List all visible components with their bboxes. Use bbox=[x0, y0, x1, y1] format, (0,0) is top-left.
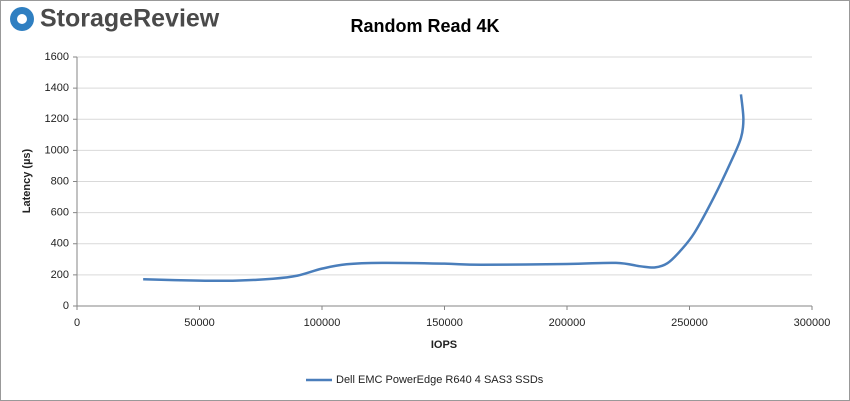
y-axis-label: Latency (µs) bbox=[21, 148, 33, 213]
y-tick-label: 1000 bbox=[45, 144, 69, 156]
x-tick-label: 300000 bbox=[794, 317, 831, 329]
y-tick-label: 1600 bbox=[45, 51, 69, 63]
logo-icon bbox=[10, 7, 34, 31]
y-tick-label: 1400 bbox=[45, 82, 69, 94]
x-tick-label: 150000 bbox=[426, 317, 463, 329]
logo: StorageReview bbox=[40, 5, 220, 33]
chart-title: Random Read 4K bbox=[350, 16, 499, 36]
legend-label: Dell EMC PowerEdge R640 4 SAS3 SSDs bbox=[336, 374, 544, 386]
x-tick-label: 200000 bbox=[549, 317, 586, 329]
x-tick-label: 50000 bbox=[184, 317, 215, 329]
y-tick-label: 1200 bbox=[45, 113, 69, 125]
x-tick-label: 100000 bbox=[304, 317, 341, 329]
y-tick-label: 200 bbox=[51, 269, 69, 281]
x-tick-label: 0 bbox=[74, 317, 80, 329]
y-tick-label: 0 bbox=[63, 300, 69, 312]
series-line bbox=[143, 94, 745, 283]
y-tick-label: 400 bbox=[51, 238, 69, 250]
x-tick-label: 250000 bbox=[671, 317, 708, 329]
y-tick-label: 600 bbox=[51, 207, 69, 219]
y-tick-label: 800 bbox=[51, 175, 69, 187]
x-axis-label: IOPS bbox=[431, 339, 457, 351]
